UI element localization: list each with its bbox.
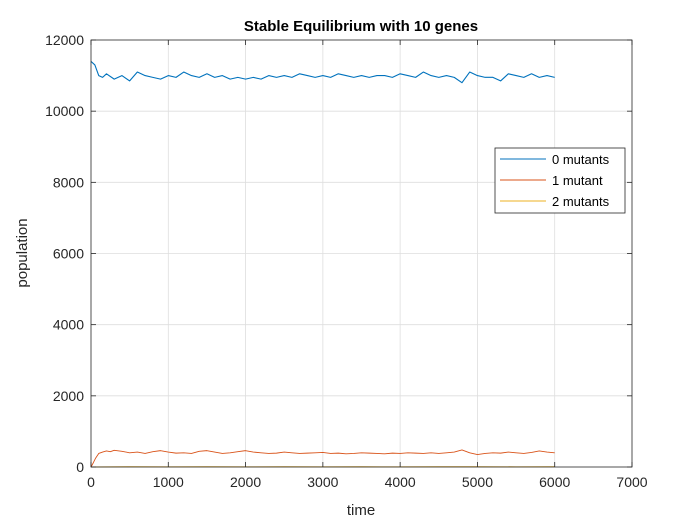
y-tick-label: 4000 [53, 317, 84, 333]
x-tick-label: 7000 [616, 474, 647, 490]
legend: 0 mutants 1 mutant 2 mutants [494, 147, 626, 214]
y-tick-label: 12000 [45, 32, 84, 48]
x-tick-label: 3000 [307, 474, 338, 490]
x-tick-label: 1000 [153, 474, 184, 490]
legend-label: 1 mutant [552, 173, 603, 188]
grid [91, 40, 632, 467]
x-tick-label: 6000 [539, 474, 570, 490]
x-tick-label: 2000 [230, 474, 261, 490]
series-line-0-mutants [90, 60, 555, 84]
x-tick-label: 0 [87, 474, 95, 490]
y-tick-label: 10000 [45, 103, 84, 119]
series-line-1-mutant [90, 449, 555, 468]
y-tick-label: 0 [76, 459, 84, 475]
legend-label: 0 mutants [552, 152, 610, 167]
y-tick-label: 6000 [53, 246, 84, 262]
legend-label: 2 mutants [552, 194, 610, 209]
x-tick-label: 4000 [385, 474, 416, 490]
chart-title: Stable Equilibrium with 10 genes [244, 18, 478, 35]
x-tick-label: 5000 [462, 474, 493, 490]
y-tick-label: 8000 [53, 174, 84, 190]
y-axis-label: population [14, 218, 31, 287]
ticks: 0 1000 2000 3000 4000 5000 6000 7000 0 2000 4000 60… [45, 32, 648, 490]
y-tick-label: 2000 [53, 388, 84, 404]
x-axis-label: time [347, 502, 375, 519]
